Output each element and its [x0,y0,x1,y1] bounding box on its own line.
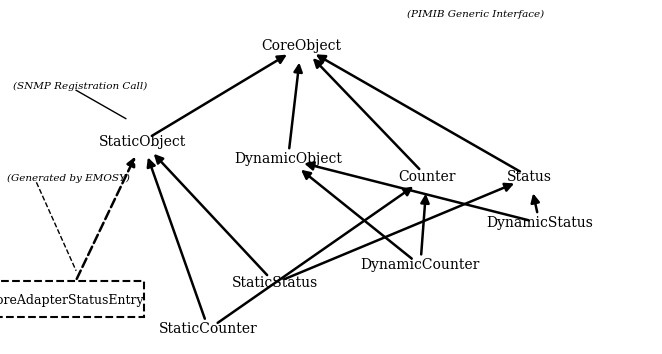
Text: CoreObject: CoreObject [261,39,341,53]
Text: Counter: Counter [399,170,455,184]
Text: (SNMP Registration Call): (SNMP Registration Call) [13,82,148,91]
Text: coreAdapterStatusEntry: coreAdapterStatusEntry [0,295,144,307]
Text: StaticCounter: StaticCounter [159,322,258,336]
Text: (Generated by EMOSY): (Generated by EMOSY) [7,174,130,183]
Text: DynamicStatus: DynamicStatus [486,216,593,230]
FancyBboxPatch shape [0,281,144,317]
Text: DynamicCounter: DynamicCounter [361,258,480,273]
Text: Status: Status [507,170,552,184]
Text: StaticStatus: StaticStatus [232,276,318,290]
Text: (PIMIB Generic Interface): (PIMIB Generic Interface) [407,10,544,19]
Text: StaticObject: StaticObject [99,135,186,149]
Text: DynamicObject: DynamicObject [234,152,342,166]
